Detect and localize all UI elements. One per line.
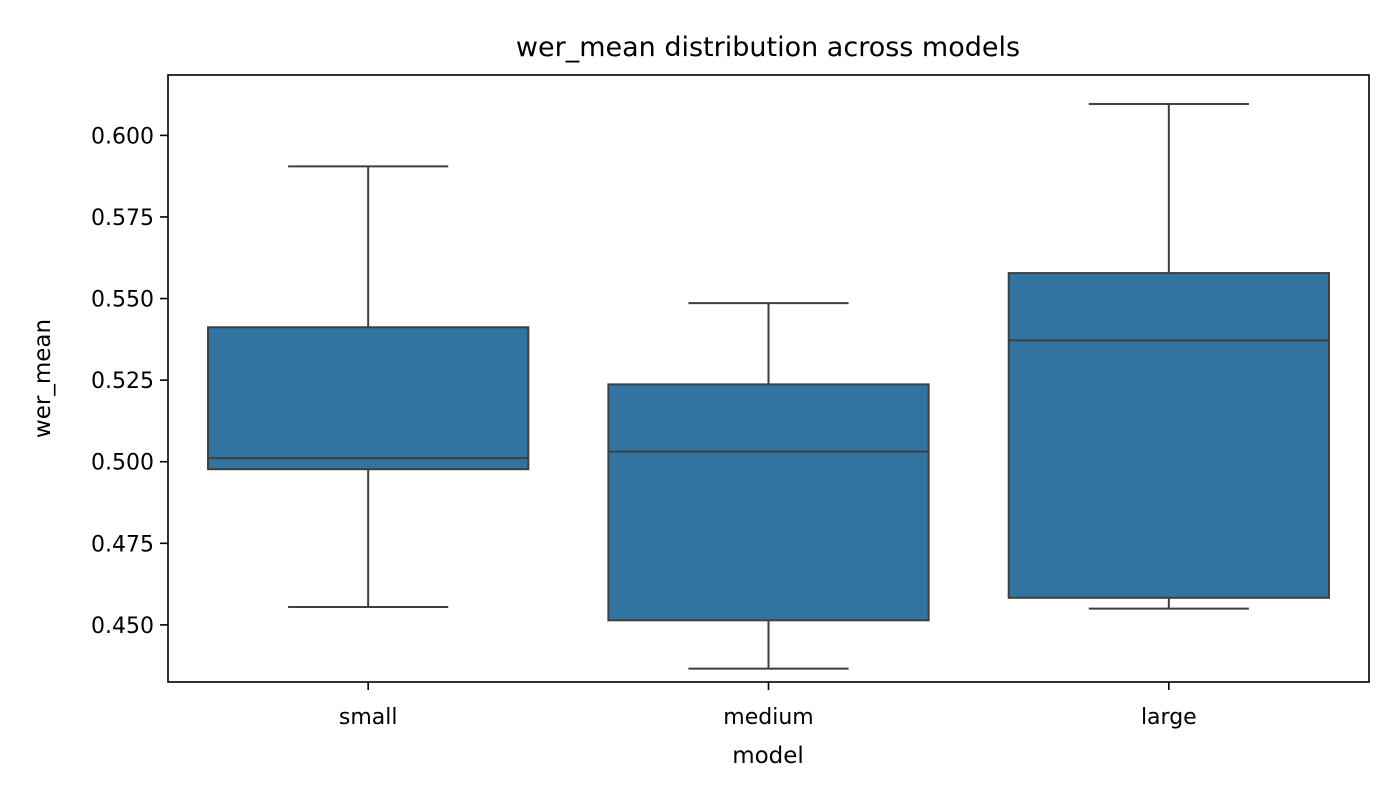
y-tick-label: 0.450 xyxy=(91,614,154,639)
y-tick-label: 0.500 xyxy=(91,451,154,476)
x-tick-label: large xyxy=(1141,705,1197,730)
chart-title: wer_mean distribution across models xyxy=(516,32,1020,63)
plot-area-frame xyxy=(167,74,1370,683)
box-medium xyxy=(607,302,930,670)
iqr-box xyxy=(207,326,530,471)
boxes xyxy=(207,103,1330,670)
iqr-box xyxy=(1007,272,1330,599)
iqr-box xyxy=(607,383,930,622)
y-tick-label: 0.575 xyxy=(91,206,154,231)
box-small xyxy=(207,165,530,608)
x-axis-label: model xyxy=(732,743,804,769)
y-tick-label: 0.550 xyxy=(91,288,154,313)
y-tick-label: 0.525 xyxy=(91,369,154,394)
x-tick-label: small xyxy=(339,705,398,730)
x-tick-label: medium xyxy=(723,705,813,730)
y-tick-label: 0.600 xyxy=(91,124,154,149)
y-axis-ticks: 0.450 0.475 0.500 0.525 0.550 0.575 0.600 xyxy=(91,124,168,639)
x-axis-ticks: small medium large xyxy=(339,682,1197,730)
box-large xyxy=(1007,103,1330,610)
y-tick-label: 0.475 xyxy=(91,532,154,557)
y-axis-label: wer_mean xyxy=(30,319,56,438)
